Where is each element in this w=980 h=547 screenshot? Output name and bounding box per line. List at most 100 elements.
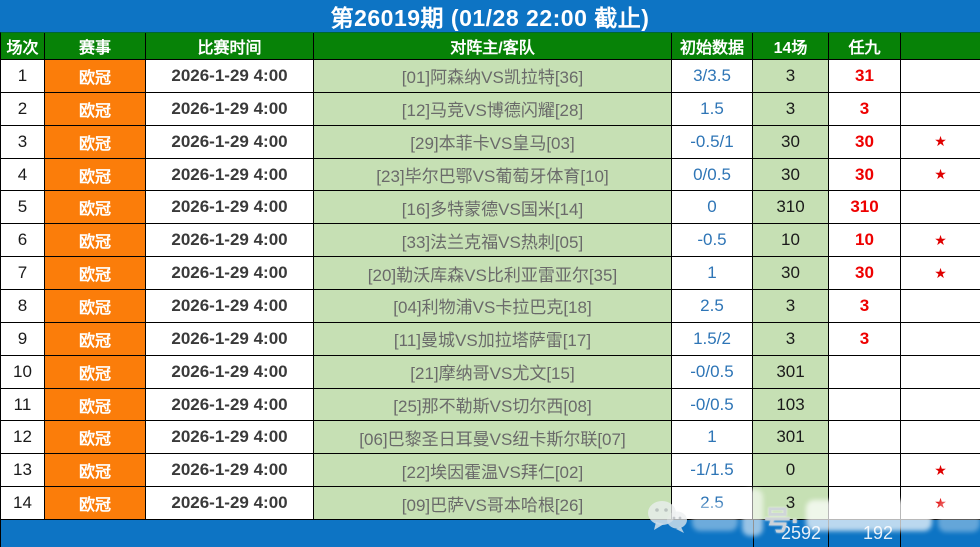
footer-star-col — [901, 520, 980, 547]
match-time: 2026-1-29 4:00 — [146, 355, 314, 389]
total-ren9: 192 — [829, 520, 901, 547]
table-row: 13 欧冠 2026-1-29 4:00 [22]埃因霍温VS拜仁[02] -1… — [0, 454, 980, 488]
r9-value — [829, 388, 901, 422]
league-badge: 欧冠 — [45, 224, 146, 258]
star-cell — [901, 92, 980, 126]
match-teams: [23]毕尔巴鄂VS葡萄牙体育[10] — [314, 158, 672, 192]
header-match-time: 比赛时间 — [146, 33, 314, 60]
table-row: 4 欧冠 2026-1-29 4:00 [23]毕尔巴鄂VS葡萄牙体育[10] … — [0, 158, 980, 192]
initial-odds: -0.5/1 — [672, 125, 753, 159]
initial-odds: 0/0.5 — [672, 158, 753, 192]
match-no: 6 — [1, 224, 45, 258]
initial-odds: -0.5 — [672, 224, 753, 258]
header-league: 赛事 — [45, 33, 146, 60]
header-ren9: 任九 — [829, 33, 901, 60]
match-time: 2026-1-29 4:00 — [146, 454, 314, 488]
league-badge: 欧冠 — [45, 487, 146, 521]
league-badge: 欧冠 — [45, 290, 146, 323]
star-cell — [901, 421, 980, 455]
league-badge: 欧冠 — [45, 92, 146, 126]
match-time: 2026-1-29 4:00 — [146, 322, 314, 356]
match-time: 2026-1-29 4:00 — [146, 224, 314, 258]
league-badge: 欧冠 — [45, 257, 146, 291]
initial-odds: 1 — [672, 421, 753, 455]
league-badge: 欧冠 — [45, 421, 146, 455]
r9-value — [829, 355, 901, 389]
initial-odds: 3/3.5 — [672, 60, 753, 93]
r9-value: 3 — [829, 322, 901, 356]
match-time: 2026-1-29 4:00 — [146, 290, 314, 323]
match-teams: [29]本菲卡VS皇马[03] — [314, 125, 672, 159]
table-row: 1 欧冠 2026-1-29 4:00 [01]阿森纳VS凯拉特[36] 3/3… — [0, 60, 980, 93]
r9-value: 3 — [829, 92, 901, 126]
star-cell: ★ — [901, 487, 980, 521]
initial-odds: -0/0.5 — [672, 388, 753, 422]
initial-odds: -1/1.5 — [672, 454, 753, 488]
star-cell — [901, 322, 980, 356]
match-teams: [22]埃因霍温VS拜仁[02] — [314, 454, 672, 488]
c14-value: 301 — [753, 355, 829, 389]
star-cell: ★ — [901, 158, 980, 192]
match-teams: [11]曼城VS加拉塔萨雷[17] — [314, 322, 672, 356]
r9-value — [829, 421, 901, 455]
match-no: 1 — [1, 60, 45, 93]
c14-value: 3 — [753, 60, 829, 93]
table-row: 5 欧冠 2026-1-29 4:00 [16]多特蒙德VS国米[14] 0 3… — [0, 191, 980, 225]
star-cell — [901, 191, 980, 225]
league-badge: 欧冠 — [45, 355, 146, 389]
match-no: 9 — [1, 322, 45, 356]
league-badge: 欧冠 — [45, 388, 146, 422]
total-14-games: 2592 — [753, 520, 829, 547]
star-cell: ★ — [901, 454, 980, 488]
table-row: 6 欧冠 2026-1-29 4:00 [33]法兰克福VS热刺[05] -0.… — [0, 224, 980, 258]
match-no: 10 — [1, 355, 45, 389]
match-time: 2026-1-29 4:00 — [146, 388, 314, 422]
match-no: 13 — [1, 454, 45, 488]
c14-value: 3 — [753, 487, 829, 521]
match-no: 12 — [1, 421, 45, 455]
c14-value: 301 — [753, 421, 829, 455]
star-cell — [901, 388, 980, 422]
table-row: 11 欧冠 2026-1-29 4:00 [25]那不勒斯VS切尔西[08] -… — [0, 388, 980, 422]
match-teams: [20]勒沃库森VS比利亚雷亚尔[35] — [314, 257, 672, 291]
match-no: 2 — [1, 92, 45, 126]
c14-value: 3 — [753, 290, 829, 323]
c14-value: 30 — [753, 158, 829, 192]
star-cell — [901, 290, 980, 323]
table-row: 14 欧冠 2026-1-29 4:00 [09]巴萨VS哥本哈根[26] 2.… — [0, 487, 980, 521]
match-teams: [09]巴萨VS哥本哈根[26] — [314, 487, 672, 521]
match-no: 3 — [1, 125, 45, 159]
league-badge: 欧冠 — [45, 125, 146, 159]
c14-value: 103 — [753, 388, 829, 422]
table-row: 8 欧冠 2026-1-29 4:00 [04]利物浦VS卡拉巴克[18] 2.… — [0, 290, 980, 323]
initial-odds: 2.5 — [672, 290, 753, 323]
star-cell: ★ — [901, 257, 980, 291]
match-no: 14 — [1, 487, 45, 521]
match-time: 2026-1-29 4:00 — [146, 125, 314, 159]
match-teams: [16]多特蒙德VS国米[14] — [314, 191, 672, 225]
r9-value: 30 — [829, 257, 901, 291]
match-teams: [06]巴黎圣日耳曼VS纽卡斯尔联[07] — [314, 421, 672, 455]
c14-value: 3 — [753, 322, 829, 356]
footer-filler — [1, 520, 753, 547]
table-row: 10 欧冠 2026-1-29 4:00 [21]摩纳哥VS尤文[15] -0/… — [0, 355, 980, 389]
initial-odds: -0/0.5 — [672, 355, 753, 389]
match-teams: [33]法兰克福VS热刺[05] — [314, 224, 672, 258]
table-row: 3 欧冠 2026-1-29 4:00 [29]本菲卡VS皇马[03] -0.5… — [0, 125, 980, 159]
c14-value: 310 — [753, 191, 829, 225]
match-time: 2026-1-29 4:00 — [146, 191, 314, 225]
league-badge: 欧冠 — [45, 454, 146, 488]
header-match-no: 场次 — [1, 33, 45, 60]
match-time: 2026-1-29 4:00 — [146, 60, 314, 93]
match-time: 2026-1-29 4:00 — [146, 487, 314, 521]
match-teams: [25]那不勒斯VS切尔西[08] — [314, 388, 672, 422]
table-row: 12 欧冠 2026-1-29 4:00 [06]巴黎圣日耳曼VS纽卡斯尔联[0… — [0, 421, 980, 455]
league-badge: 欧冠 — [45, 158, 146, 192]
header-teams: 对阵主/客队 — [314, 33, 672, 60]
star-cell: ★ — [901, 224, 980, 258]
initial-odds: 1 — [672, 257, 753, 291]
star-cell — [901, 355, 980, 389]
table-row: 2 欧冠 2026-1-29 4:00 [12]马竞VS博德闪耀[28] 1.5… — [0, 92, 980, 126]
page-title: 第26019期 (01/28 22:00 截止) — [0, 0, 980, 32]
initial-odds: 0 — [672, 191, 753, 225]
